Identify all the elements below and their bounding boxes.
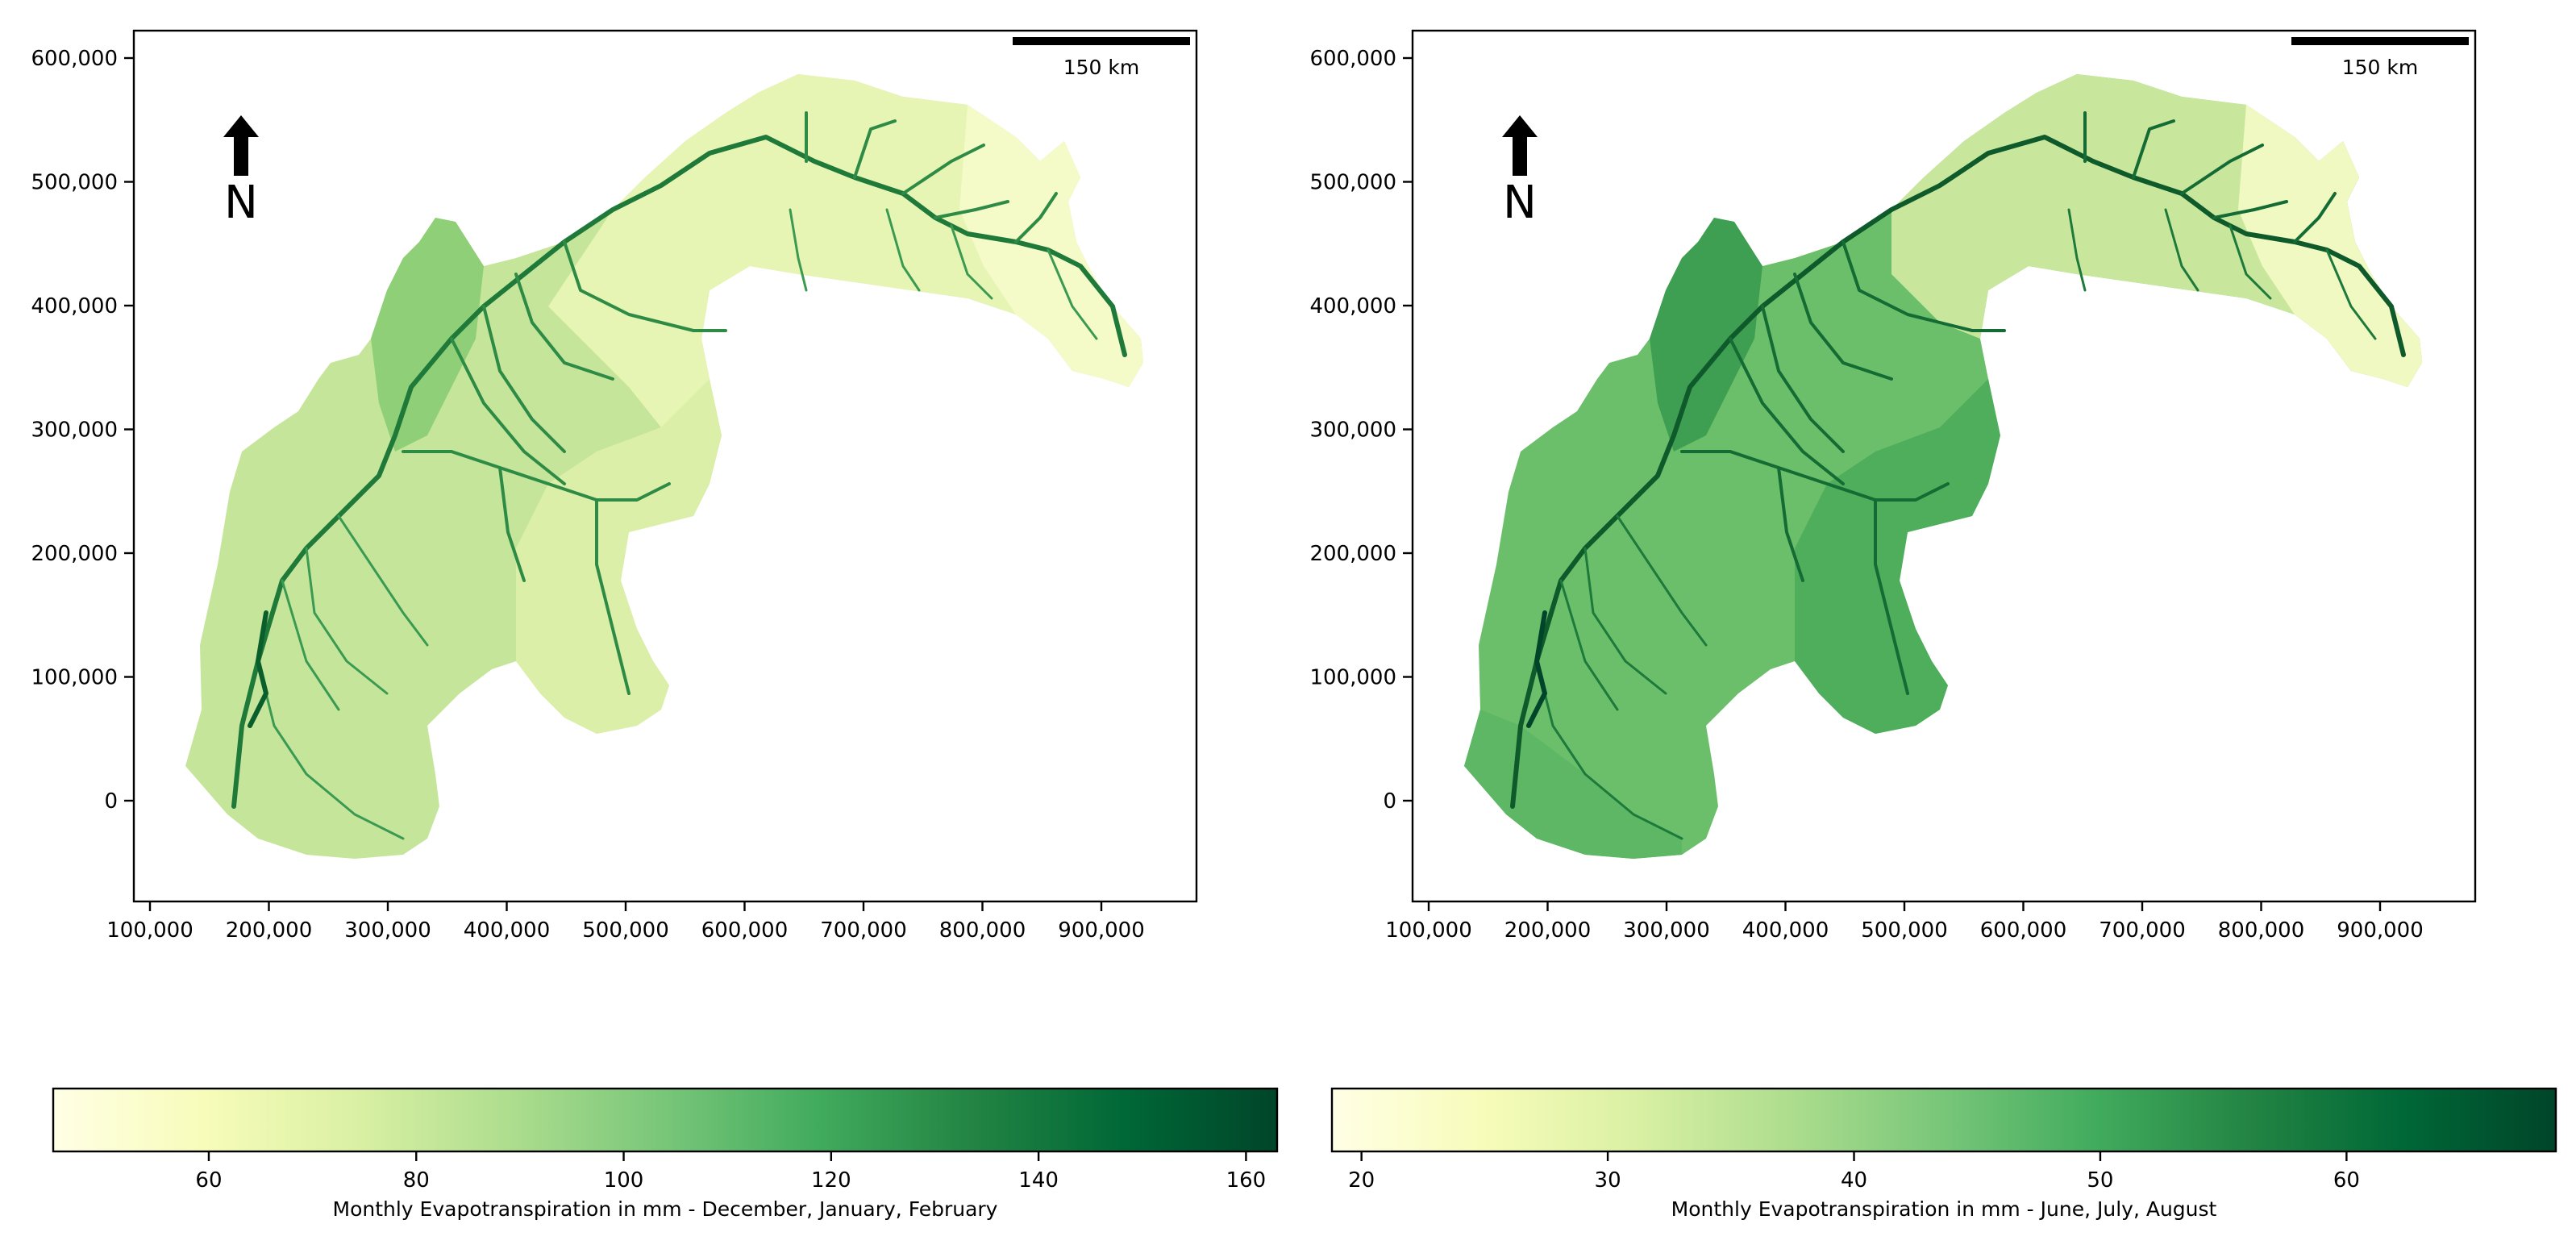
scale-bar-line [2291, 37, 2469, 45]
y-tick-label: 500,000 [31, 171, 118, 195]
basin-far-east [2238, 105, 2422, 387]
scale-bar-label: 150 km [1063, 56, 1140, 79]
scale-bar: 150 km [2291, 37, 2469, 79]
x-tick-label: 100,000 [1385, 918, 1472, 943]
basin-west-strip [1650, 218, 1762, 452]
y-tick-label: 400,000 [1309, 294, 1396, 318]
x-tick-label: 400,000 [1742, 918, 1829, 943]
x-axis: 100,000 200,000 300,000 400,000 500,000 600,0… [106, 901, 1145, 943]
colorbar-tick-label: 50 [2087, 1168, 2113, 1193]
x-tick-label: 900,000 [1058, 918, 1145, 943]
x-axis: 100,000 200,000 300,000 400,000 500,000 600,0… [1385, 901, 2424, 943]
colorbar-winter: 60 80 100 120 140 160 Monthly Evapotranspirat… [52, 1087, 1279, 1221]
colorbar-tick-label: 60 [2333, 1168, 2360, 1193]
x-tick-label: 800,000 [2218, 918, 2305, 943]
colorbar-gradient [1330, 1087, 2557, 1153]
colorbar-tick-label: 60 [195, 1168, 222, 1193]
x-tick-label: 200,000 [1504, 918, 1592, 943]
colorbar-tick-label: 80 [403, 1168, 430, 1193]
y-tick-label: 400,000 [31, 294, 118, 318]
river-network [1510, 111, 2406, 840]
north-arrow-icon: N [1502, 115, 1538, 229]
y-tick-label: 200,000 [1309, 542, 1396, 566]
x-tick-label: 300,000 [344, 918, 431, 943]
colorbar-tick-label: 120 [811, 1168, 851, 1193]
x-tick-label: 800,000 [939, 918, 1026, 943]
map-panel-winter: N 150 km 100,000 200,000 300,000 400,000 500… [31, 29, 1198, 943]
x-tick-label: 700,000 [2099, 918, 2186, 943]
colorbar-tick-label: 30 [1595, 1168, 1621, 1193]
colorbar-ticks: 60 80 100 120 140 160 [195, 1151, 1266, 1193]
y-tick-label: 600,000 [1309, 47, 1396, 71]
colorbar-tick-label: 40 [1841, 1168, 1867, 1193]
basin-far-east [959, 105, 1143, 387]
y-tick-label: 300,000 [31, 418, 118, 443]
scale-bar: 150 km [1013, 37, 1190, 79]
basin-west-strip [371, 218, 484, 452]
y-tick-label: 200,000 [31, 542, 118, 566]
x-tick-label: 700,000 [820, 918, 907, 943]
north-arrow-icon: N [223, 115, 259, 229]
colorbar-tick-label: 20 [1348, 1168, 1375, 1193]
scale-bar-label: 150 km [2342, 56, 2419, 79]
map-panel-summer: N 150 km 100,000 200,000 300,000 400,000 500… [1309, 29, 2477, 943]
y-axis: 600,000 500,000 400,000 300,000 200,000 100,0… [31, 47, 134, 814]
x-tick-label: 500,000 [582, 918, 669, 943]
y-tick-label: 0 [1383, 789, 1396, 814]
x-tick-label: 600,000 [1980, 918, 2067, 943]
north-label: N [1503, 177, 1537, 229]
basin-south-lobe [1795, 379, 2000, 734]
x-tick-label: 200,000 [226, 918, 313, 943]
colorbar-label: Monthly Evapotranspiration in mm - June,… [1671, 1197, 2217, 1221]
y-tick-label: 300,000 [1309, 418, 1396, 443]
colorbar-summer: 20 30 40 50 60 Monthly Evapotranspiration in… [1330, 1087, 2557, 1221]
basin-south-lobe [516, 379, 722, 734]
x-tick-label: 400,000 [464, 918, 551, 943]
colorbar-tick-label: 100 [604, 1168, 644, 1193]
y-tick-label: 100,000 [31, 666, 118, 690]
colorbar-tick-label: 160 [1226, 1168, 1267, 1193]
y-axis: 600,000 500,000 400,000 300,000 200,000 100,0… [1309, 47, 1413, 814]
x-tick-label: 600,000 [701, 918, 789, 943]
colorbar-tick-label: 140 [1018, 1168, 1059, 1193]
x-tick-label: 100,000 [106, 918, 194, 943]
x-tick-label: 300,000 [1623, 918, 1710, 943]
x-tick-label: 900,000 [2337, 918, 2424, 943]
river-network [231, 111, 1127, 840]
colorbar-label: Monthly Evapotranspiration in mm - Decem… [333, 1197, 998, 1221]
colorbar-gradient [52, 1087, 1279, 1153]
y-tick-label: 100,000 [1309, 666, 1396, 690]
basin-map [1464, 74, 2422, 859]
x-tick-label: 500,000 [1861, 918, 1948, 943]
scale-bar-line [1013, 37, 1190, 45]
north-label: N [224, 177, 258, 229]
colorbar-ticks: 20 30 40 50 60 [1348, 1151, 2360, 1193]
y-tick-label: 500,000 [1309, 171, 1396, 195]
y-tick-label: 0 [104, 789, 118, 814]
y-tick-label: 600,000 [31, 47, 118, 71]
basin-map [185, 74, 1143, 859]
